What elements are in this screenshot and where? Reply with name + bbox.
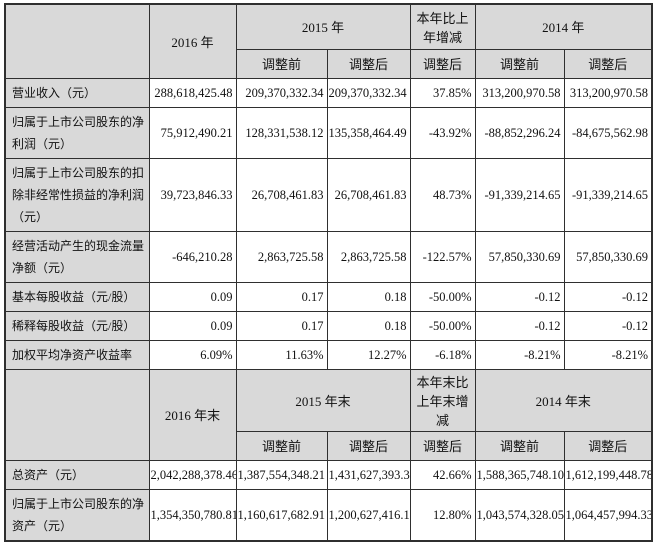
col-header-2014-end: 2014 年末	[474, 368, 653, 432]
value-cell: 1,200,627,416.12	[326, 488, 411, 541]
value-cell: -91,339,214.65	[563, 157, 653, 232]
value-cell: -646,210.28	[148, 230, 237, 283]
value-cell: 209,370,332.34	[326, 77, 411, 108]
subheader-2014end-before: 调整前	[474, 430, 565, 461]
value-cell: 57,850,330.69	[474, 230, 565, 283]
value-cell: -43.92%	[409, 106, 476, 159]
row-label: 归属于上市公司股东的扣除非经常性损益的净利润（元）	[4, 157, 150, 232]
value-cell: 1,612,199,448.78	[563, 459, 653, 490]
row-label: 归属于上市公司股东的净资产（元）	[4, 488, 150, 541]
value-cell: 2,863,725.58	[326, 230, 411, 283]
subheader-change-after: 调整后	[409, 48, 476, 79]
col-header-2016: 2016 年	[148, 3, 237, 79]
value-cell: 135,358,464.49	[326, 106, 411, 159]
value-cell: 12.80%	[409, 488, 476, 541]
col-header-2015: 2015 年	[235, 3, 411, 50]
col-header-2015-end: 2015 年末	[235, 368, 411, 432]
value-cell: 57,850,330.69	[563, 230, 653, 283]
value-cell: -122.57%	[409, 230, 476, 283]
value-cell: 0.17	[235, 281, 328, 312]
value-cell: 12.27%	[326, 339, 411, 370]
value-cell: 37.85%	[409, 77, 476, 108]
value-cell: 42.66%	[409, 459, 476, 490]
value-cell: 2,042,288,378.46	[148, 459, 237, 490]
value-cell: 0.18	[326, 281, 411, 312]
col-header-change-end: 本年末比上年末增减	[409, 368, 476, 432]
corner-cell-section1	[4, 3, 150, 79]
table-row: 经营活动产生的现金流量净额（元） -646,210.28 2,863,725.5…	[4, 230, 653, 283]
value-cell: 2,863,725.58	[235, 230, 328, 283]
subheader-2014-after: 调整后	[563, 48, 653, 79]
table-row: 基本每股收益（元/股） 0.09 0.17 0.18 -50.00% -0.12…	[4, 281, 653, 312]
value-cell: -0.12	[474, 281, 565, 312]
value-cell: 39,723,846.33	[148, 157, 237, 232]
value-cell: 0.09	[148, 281, 237, 312]
financial-summary-table: 2016 年 2015 年 本年比上年增减 2014 年 调整前 调整后 调整后…	[4, 3, 654, 542]
row-label: 归属于上市公司股东的净利润（元）	[4, 106, 150, 159]
subheader-changeend-after: 调整后	[409, 430, 476, 461]
value-cell: 1,354,350,780.81	[148, 488, 237, 541]
value-cell: -0.12	[563, 281, 653, 312]
value-cell: 1,064,457,994.33	[563, 488, 653, 541]
table-row: 加权平均净资产收益率 6.09% 11.63% 12.27% -6.18% -8…	[4, 339, 653, 370]
table-row: 归属于上市公司股东的扣除非经常性损益的净利润（元） 39,723,846.33 …	[4, 157, 653, 232]
value-cell: 313,200,970.58	[474, 77, 565, 108]
value-cell: 1,431,627,393.32	[326, 459, 411, 490]
value-cell: 0.09	[148, 310, 237, 341]
value-cell: -91,339,214.65	[474, 157, 565, 232]
row-label: 经营活动产生的现金流量净额（元）	[4, 230, 150, 283]
table-row: 归属于上市公司股东的净资产（元） 1,354,350,780.81 1,160,…	[4, 488, 653, 541]
value-cell: 128,331,538.12	[235, 106, 328, 159]
value-cell: 0.17	[235, 310, 328, 341]
table-row: 稀释每股收益（元/股） 0.09 0.17 0.18 -50.00% -0.12…	[4, 310, 653, 341]
subheader-2015-before: 调整前	[235, 48, 328, 79]
row-label: 加权平均净资产收益率	[4, 339, 150, 370]
value-cell: 288,618,425.48	[148, 77, 237, 108]
value-cell: -8.21%	[563, 339, 653, 370]
value-cell: -50.00%	[409, 281, 476, 312]
value-cell: -0.12	[563, 310, 653, 341]
value-cell: 1,043,574,328.05	[474, 488, 565, 541]
col-header-2014: 2014 年	[474, 3, 653, 50]
value-cell: 1,588,365,748.10	[474, 459, 565, 490]
value-cell: 0.18	[326, 310, 411, 341]
subheader-2014end-after: 调整后	[563, 430, 653, 461]
corner-cell-section2	[4, 368, 150, 461]
table-row: 归属于上市公司股东的净利润（元） 75,912,490.21 128,331,5…	[4, 106, 653, 159]
value-cell: 26,708,461.83	[235, 157, 328, 232]
table-row: 营业收入（元） 288,618,425.48 209,370,332.34 20…	[4, 77, 653, 108]
value-cell: -88,852,296.24	[474, 106, 565, 159]
row-label: 基本每股收益（元/股）	[4, 281, 150, 312]
value-cell: 75,912,490.21	[148, 106, 237, 159]
value-cell: 48.73%	[409, 157, 476, 232]
value-cell: 6.09%	[148, 339, 237, 370]
subheader-2015end-after: 调整后	[326, 430, 411, 461]
col-header-change: 本年比上年增减	[409, 3, 476, 50]
row-label: 稀释每股收益（元/股）	[4, 310, 150, 341]
value-cell: -0.12	[474, 310, 565, 341]
value-cell: 209,370,332.34	[235, 77, 328, 108]
value-cell: 26,708,461.83	[326, 157, 411, 232]
value-cell: -84,675,562.98	[563, 106, 653, 159]
value-cell: -8.21%	[474, 339, 565, 370]
table-row: 总资产（元） 2,042,288,378.46 1,387,554,348.21…	[4, 459, 653, 490]
value-cell: -50.00%	[409, 310, 476, 341]
col-header-2016-end: 2016 年末	[148, 368, 237, 461]
row-label: 营业收入（元）	[4, 77, 150, 108]
subheader-2015-after: 调整后	[326, 48, 411, 79]
row-label: 总资产（元）	[4, 459, 150, 490]
subheader-2014-before: 调整前	[474, 48, 565, 79]
value-cell: 1,160,617,682.91	[235, 488, 328, 541]
subheader-2015end-before: 调整前	[235, 430, 328, 461]
value-cell: 11.63%	[235, 339, 328, 370]
value-cell: 313,200,970.58	[563, 77, 653, 108]
value-cell: 1,387,554,348.21	[235, 459, 328, 490]
value-cell: -6.18%	[409, 339, 476, 370]
